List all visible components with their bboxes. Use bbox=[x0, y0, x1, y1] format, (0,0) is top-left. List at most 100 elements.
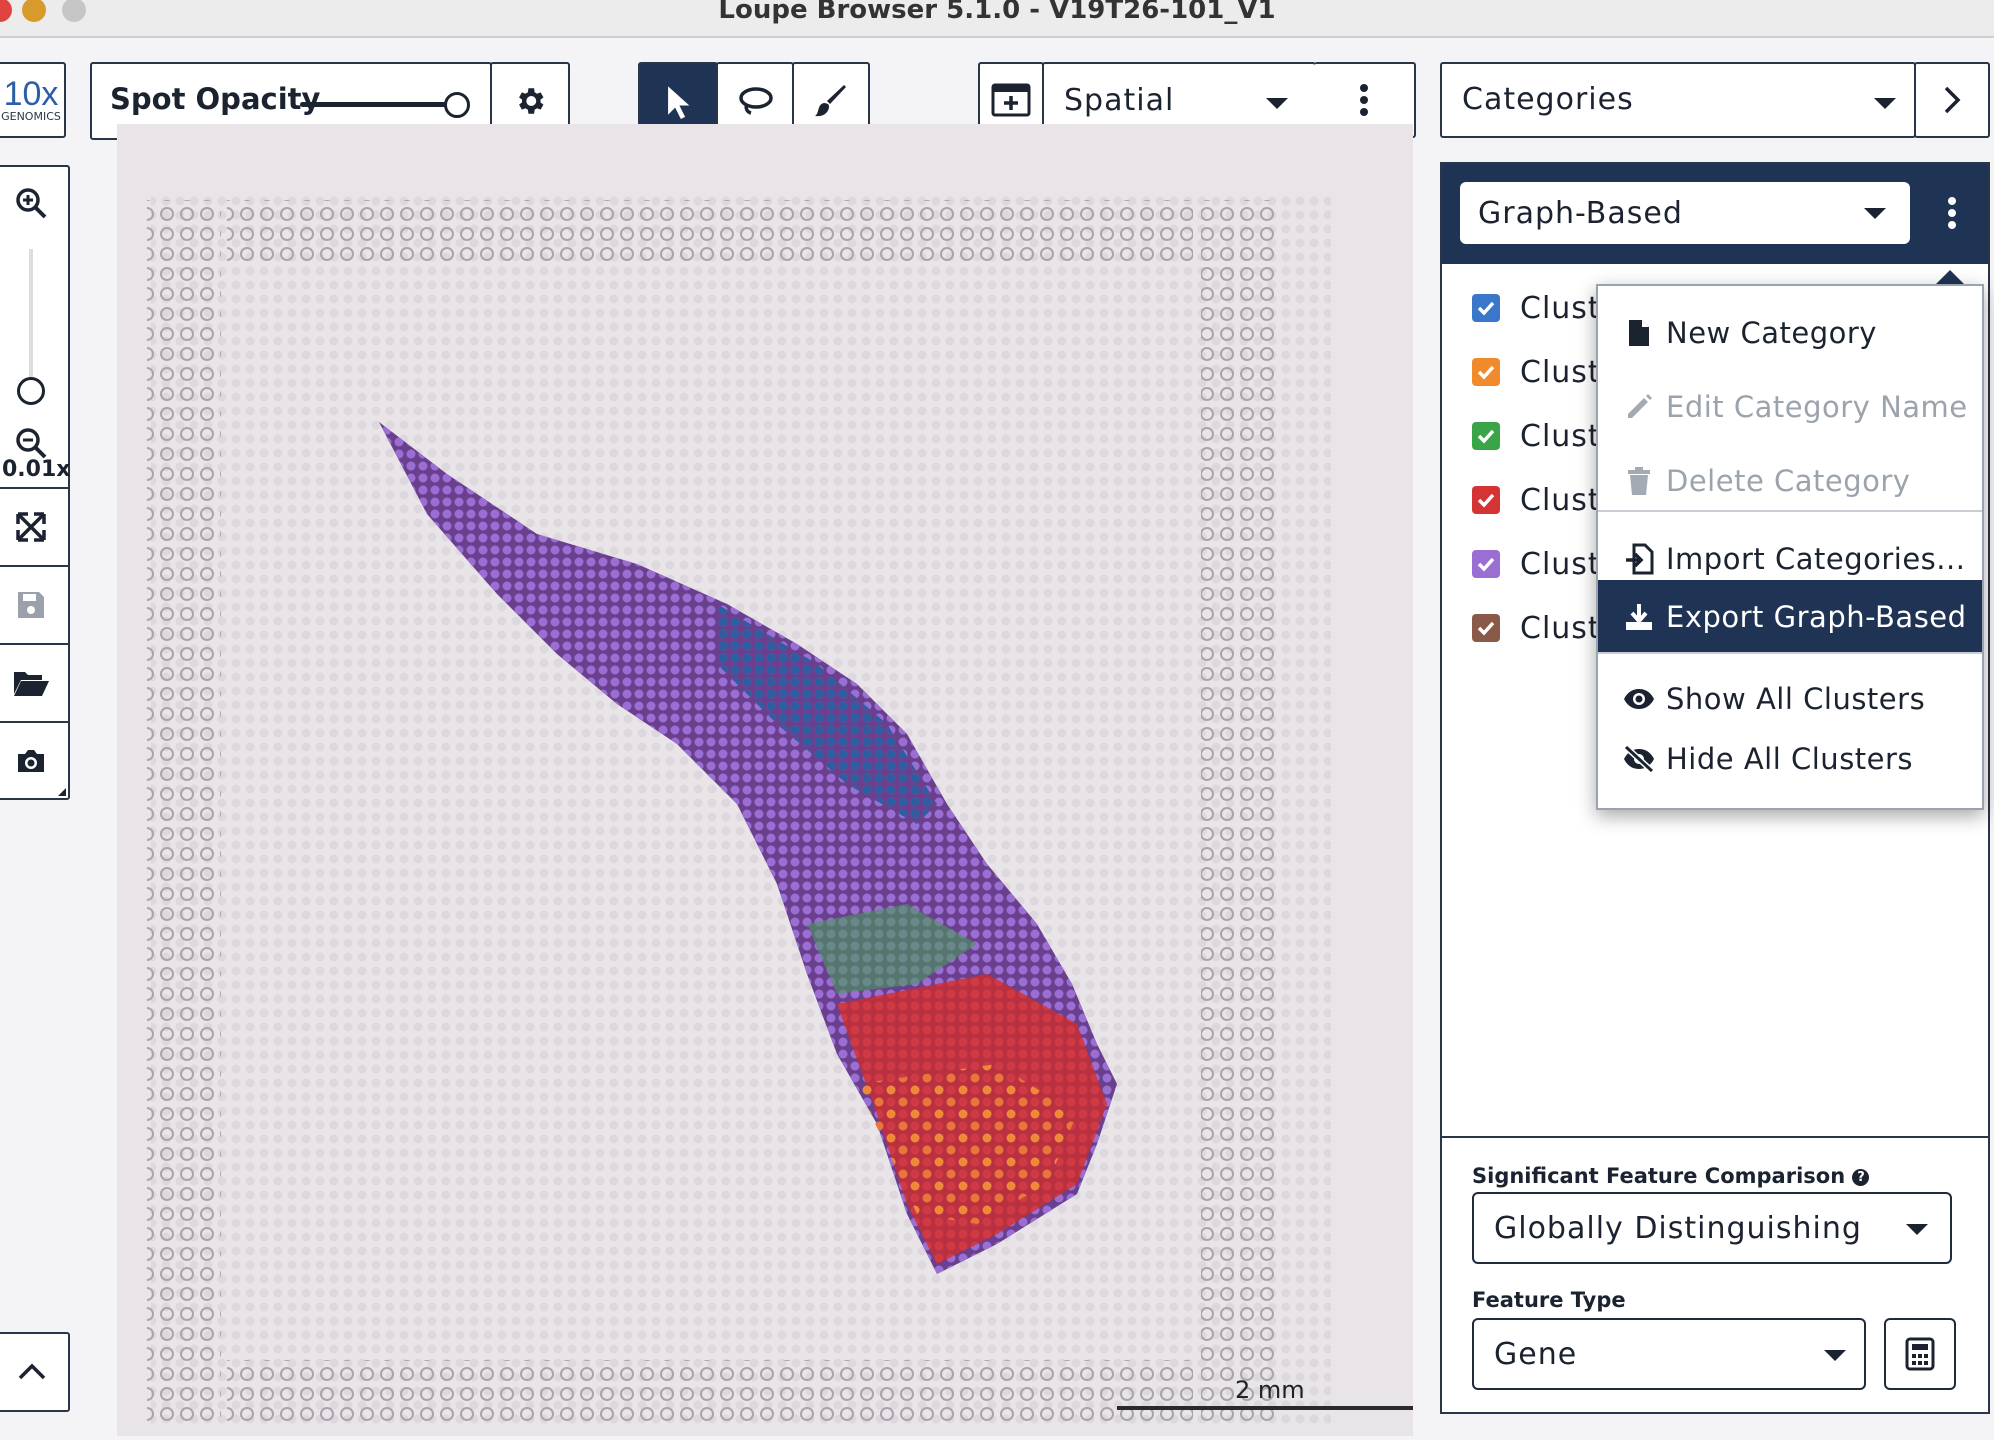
zoom-in-icon bbox=[16, 188, 47, 219]
cluster-row[interactable]: Clust bbox=[1472, 480, 1601, 520]
feature-type-value: Gene bbox=[1494, 1336, 1578, 1372]
logo-text: 10x bbox=[3, 75, 59, 113]
cluster-label: Clust bbox=[1520, 482, 1601, 518]
menu-item-export-graph-based[interactable]: Export Graph-Based bbox=[1598, 580, 1982, 654]
cluster-label: Clust bbox=[1520, 546, 1601, 582]
chevron-down-icon bbox=[1824, 1350, 1846, 1361]
calculator-icon bbox=[1905, 1337, 1935, 1371]
menu-item-show-all-clusters[interactable]: Show All Clusters bbox=[1598, 662, 1982, 736]
cluster-row[interactable]: Clust bbox=[1472, 352, 1601, 392]
menu-item-label: Hide All Clusters bbox=[1666, 742, 1914, 776]
cluster-label: Clust bbox=[1520, 610, 1601, 646]
panel-select[interactable]: Categories bbox=[1440, 62, 1916, 138]
checkmark-icon bbox=[1477, 493, 1495, 508]
category-select-value: Graph-Based bbox=[1478, 195, 1683, 231]
cluster-checkbox[interactable] bbox=[1472, 486, 1500, 514]
download-icon bbox=[1626, 604, 1652, 630]
cluster-label: Clust bbox=[1520, 354, 1601, 390]
view-select-value: Spatial bbox=[1064, 83, 1175, 118]
zoom-slider-track[interactable] bbox=[29, 249, 33, 379]
lasso-icon bbox=[739, 87, 773, 115]
spot-opacity-slider-handle[interactable] bbox=[444, 92, 470, 118]
chevron-right-icon bbox=[1944, 86, 1961, 114]
cluster-checkbox[interactable] bbox=[1472, 358, 1500, 386]
trash-icon bbox=[1628, 467, 1650, 495]
category-options-button[interactable] bbox=[1930, 188, 1974, 238]
pencil-icon bbox=[1628, 394, 1652, 418]
eye-icon bbox=[1624, 689, 1654, 709]
10x-genomics-logo: 10x GENOMICS bbox=[0, 62, 66, 138]
spot-opacity-slider-track[interactable] bbox=[300, 102, 460, 107]
save-icon bbox=[18, 592, 44, 618]
cluster-checkbox[interactable] bbox=[1472, 614, 1500, 642]
expand-bottom-panel-button[interactable] bbox=[0, 1332, 70, 1412]
category-header: Graph-Based bbox=[1442, 164, 1988, 264]
menu-item-label: Export Graph-Based bbox=[1666, 600, 1967, 634]
cursor-arrow-icon bbox=[668, 86, 690, 119]
checkmark-icon bbox=[1477, 429, 1495, 444]
menu-item-delete-category[interactable]: Delete Category bbox=[1598, 444, 1982, 518]
menu-item-edit-category-name[interactable]: Edit Category Name bbox=[1598, 370, 1982, 444]
cluster-checkbox[interactable] bbox=[1472, 294, 1500, 322]
window-add-icon bbox=[991, 83, 1031, 117]
significant-feature-label: Significant Feature Comparison ? bbox=[1472, 1164, 1870, 1188]
menu-pointer bbox=[1936, 270, 1964, 284]
menu-item-hide-all-clusters[interactable]: Hide All Clusters bbox=[1598, 722, 1982, 796]
scale-bar bbox=[1117, 1406, 1413, 1410]
category-select[interactable]: Graph-Based bbox=[1460, 182, 1910, 244]
import-icon bbox=[1626, 543, 1654, 575]
menu-item-label: New Category bbox=[1666, 316, 1877, 350]
zoom-slider-handle[interactable] bbox=[17, 377, 45, 405]
calculator-button[interactable] bbox=[1884, 1318, 1956, 1390]
panel-select-value: Categories bbox=[1462, 82, 1634, 117]
menu-item-new-category[interactable]: New Category bbox=[1598, 296, 1982, 370]
menu-item-label: Import Categories... bbox=[1666, 542, 1966, 576]
spatial-canvas[interactable]: 2 mm bbox=[117, 124, 1413, 1436]
menu-item-label: Edit Category Name bbox=[1666, 390, 1968, 424]
file-icon bbox=[1629, 320, 1649, 346]
collapse-panel-button[interactable] bbox=[1914, 62, 1990, 138]
feature-type-label: Feature Type bbox=[1472, 1288, 1626, 1312]
cluster-row[interactable]: Clust bbox=[1472, 288, 1601, 328]
spot-opacity-label: Spot Opacity bbox=[110, 82, 321, 116]
zoom-in-button[interactable] bbox=[0, 167, 68, 239]
cluster-label: Clust bbox=[1520, 418, 1601, 454]
checkmark-icon bbox=[1477, 557, 1495, 572]
fit-to-screen-button[interactable] bbox=[0, 489, 68, 567]
cluster-checkbox[interactable] bbox=[1472, 422, 1500, 450]
cluster-row[interactable]: Clust bbox=[1472, 544, 1601, 584]
significant-feature-select[interactable]: Globally Distinguishing bbox=[1472, 1192, 1952, 1264]
paintbrush-icon bbox=[815, 85, 846, 117]
significant-feature-label-text: Significant Feature Comparison bbox=[1472, 1164, 1846, 1188]
minimize-window-button[interactable] bbox=[22, 0, 46, 22]
gear-icon bbox=[519, 88, 544, 114]
help-icon[interactable]: ? bbox=[1852, 1168, 1870, 1186]
menu-item-label: Delete Category bbox=[1666, 464, 1911, 498]
save-button[interactable] bbox=[0, 567, 68, 645]
maximize-window-button[interactable] bbox=[62, 0, 86, 22]
checkmark-icon bbox=[1477, 621, 1495, 636]
zoom-level: 0.01x bbox=[2, 457, 71, 482]
checkmark-icon bbox=[1477, 301, 1495, 316]
folder-open-icon bbox=[14, 672, 49, 696]
logo-subtext: GENOMICS bbox=[1, 110, 61, 123]
zoom-out-icon bbox=[16, 428, 47, 459]
chevron-down-icon bbox=[1864, 208, 1886, 219]
chevron-down-icon bbox=[1906, 1224, 1928, 1235]
menu-item-import-categories[interactable]: Import Categories... bbox=[1598, 522, 1982, 596]
cluster-row[interactable]: Clust bbox=[1472, 608, 1601, 648]
chevron-up-icon bbox=[18, 1363, 46, 1380]
significant-feature-value: Globally Distinguishing bbox=[1494, 1210, 1862, 1246]
cluster-row[interactable]: Clust bbox=[1472, 416, 1601, 456]
menu-item-label: Show All Clusters bbox=[1666, 682, 1926, 716]
cluster-checkbox[interactable] bbox=[1472, 550, 1500, 578]
close-window-button[interactable] bbox=[0, 0, 12, 22]
chevron-down-icon bbox=[1266, 98, 1288, 109]
screenshot-button[interactable] bbox=[0, 723, 68, 798]
feature-type-select[interactable]: Gene bbox=[1472, 1318, 1866, 1390]
camera-icon bbox=[18, 749, 44, 772]
open-folder-button[interactable] bbox=[0, 645, 68, 723]
tissue-image bbox=[147, 196, 1331, 1424]
zoom-out-button[interactable] bbox=[0, 423, 68, 463]
cluster-label: Clust bbox=[1520, 290, 1601, 326]
